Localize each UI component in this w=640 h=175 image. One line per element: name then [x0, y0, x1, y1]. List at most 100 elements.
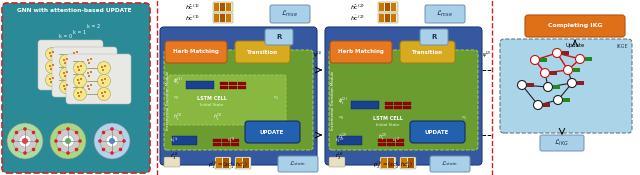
Text: Initial State: Initial State	[200, 103, 224, 107]
Circle shape	[101, 92, 103, 94]
Text: GNN with attention-based UPDATE: GNN with attention-based UPDATE	[17, 9, 131, 13]
Circle shape	[87, 85, 89, 87]
Circle shape	[76, 51, 78, 53]
Circle shape	[80, 91, 82, 93]
Text: Herb Matching: Herb Matching	[173, 50, 219, 54]
Text: Completing IKG: Completing IKG	[548, 23, 602, 29]
Bar	[381, 158, 387, 168]
Circle shape	[74, 75, 86, 88]
Bar	[553, 85, 560, 89]
Circle shape	[45, 74, 58, 86]
Text: UPDATE: UPDATE	[425, 130, 449, 135]
Circle shape	[83, 54, 97, 68]
Text: $\psi^{(2)}$: $\psi^{(2)}$	[482, 50, 492, 60]
FancyBboxPatch shape	[215, 157, 231, 169]
FancyBboxPatch shape	[380, 157, 396, 169]
Circle shape	[78, 139, 82, 143]
FancyBboxPatch shape	[164, 157, 180, 167]
Text: $h_t^{(1)}$: $h_t^{(1)}$	[213, 111, 223, 123]
Bar	[387, 139, 395, 142]
Bar	[387, 143, 395, 146]
Circle shape	[45, 61, 58, 74]
Bar	[351, 101, 379, 109]
Text: LSTM CELL: LSTM CELL	[373, 116, 403, 121]
Bar	[396, 143, 404, 146]
Text: $\mathcal{L}_{state}$: $\mathcal{L}_{state}$	[442, 160, 459, 169]
Bar	[236, 158, 242, 168]
Text: $\psi^{(1)}$: $\psi^{(1)}$	[313, 50, 323, 60]
Circle shape	[118, 148, 122, 151]
Bar	[540, 58, 547, 62]
FancyBboxPatch shape	[525, 15, 625, 37]
Circle shape	[104, 91, 106, 93]
Bar	[379, 3, 384, 11]
Bar	[379, 14, 384, 22]
Circle shape	[554, 96, 563, 104]
Circle shape	[102, 148, 106, 151]
Bar	[231, 143, 239, 146]
FancyBboxPatch shape	[329, 157, 345, 167]
Circle shape	[106, 135, 118, 147]
Circle shape	[66, 127, 70, 131]
Text: $p_2^{(t)}=\langle sc_2^t,hc_2^t\rangle$: $p_2^{(t)}=\langle sc_2^t,hc_2^t\rangle$	[373, 159, 413, 171]
Circle shape	[49, 78, 51, 80]
Bar	[403, 102, 411, 105]
Bar	[408, 158, 414, 168]
Bar	[226, 14, 231, 22]
Circle shape	[64, 88, 66, 90]
FancyBboxPatch shape	[52, 47, 117, 97]
Circle shape	[83, 80, 97, 93]
Text: $c_0$: $c_0$	[173, 94, 179, 102]
Circle shape	[98, 139, 102, 143]
Circle shape	[74, 61, 86, 75]
Circle shape	[102, 69, 104, 71]
Circle shape	[66, 58, 68, 60]
Circle shape	[58, 131, 61, 134]
Circle shape	[74, 81, 76, 83]
Bar	[403, 106, 411, 109]
Circle shape	[88, 88, 90, 90]
Circle shape	[63, 59, 65, 61]
Circle shape	[66, 84, 68, 86]
Bar	[226, 3, 231, 11]
FancyBboxPatch shape	[278, 156, 318, 172]
FancyBboxPatch shape	[378, 2, 398, 12]
Circle shape	[110, 151, 114, 155]
FancyBboxPatch shape	[38, 40, 103, 90]
Bar	[385, 14, 390, 22]
Text: R: R	[276, 34, 282, 40]
Text: $h_t^{(2)}$: $h_t^{(2)}$	[335, 136, 344, 146]
Text: $\mathcal{L}_{mse}$: $\mathcal{L}_{mse}$	[282, 9, 298, 19]
Circle shape	[13, 129, 37, 153]
Circle shape	[73, 65, 75, 67]
Circle shape	[15, 148, 19, 151]
Circle shape	[102, 131, 106, 134]
Circle shape	[78, 95, 80, 97]
Circle shape	[110, 127, 114, 131]
FancyBboxPatch shape	[2, 3, 150, 173]
FancyBboxPatch shape	[540, 135, 584, 151]
Text: Initial State: Initial State	[376, 123, 400, 127]
FancyBboxPatch shape	[325, 27, 482, 165]
Circle shape	[63, 85, 65, 87]
Circle shape	[52, 64, 54, 66]
Text: k = 0: k = 0	[60, 34, 72, 40]
Text: Herb Matching: Herb Matching	[338, 50, 384, 54]
Text: k = 1: k = 1	[74, 30, 86, 34]
FancyBboxPatch shape	[410, 121, 465, 143]
Text: R: R	[431, 34, 436, 40]
Text: $h_t^{(2)}$: $h_t^{(2)}$	[378, 131, 388, 143]
Circle shape	[49, 65, 51, 67]
Bar	[385, 3, 390, 11]
Text: Transition: Transition	[412, 50, 442, 54]
Text: $h_t^{(1)}$: $h_t^{(1)}$	[173, 111, 183, 123]
Circle shape	[49, 52, 51, 54]
Circle shape	[534, 100, 543, 110]
Circle shape	[19, 135, 31, 147]
FancyBboxPatch shape	[400, 157, 416, 169]
Circle shape	[76, 77, 78, 79]
Circle shape	[23, 151, 27, 155]
FancyBboxPatch shape	[66, 54, 131, 104]
Circle shape	[97, 75, 111, 88]
Bar	[213, 143, 221, 146]
